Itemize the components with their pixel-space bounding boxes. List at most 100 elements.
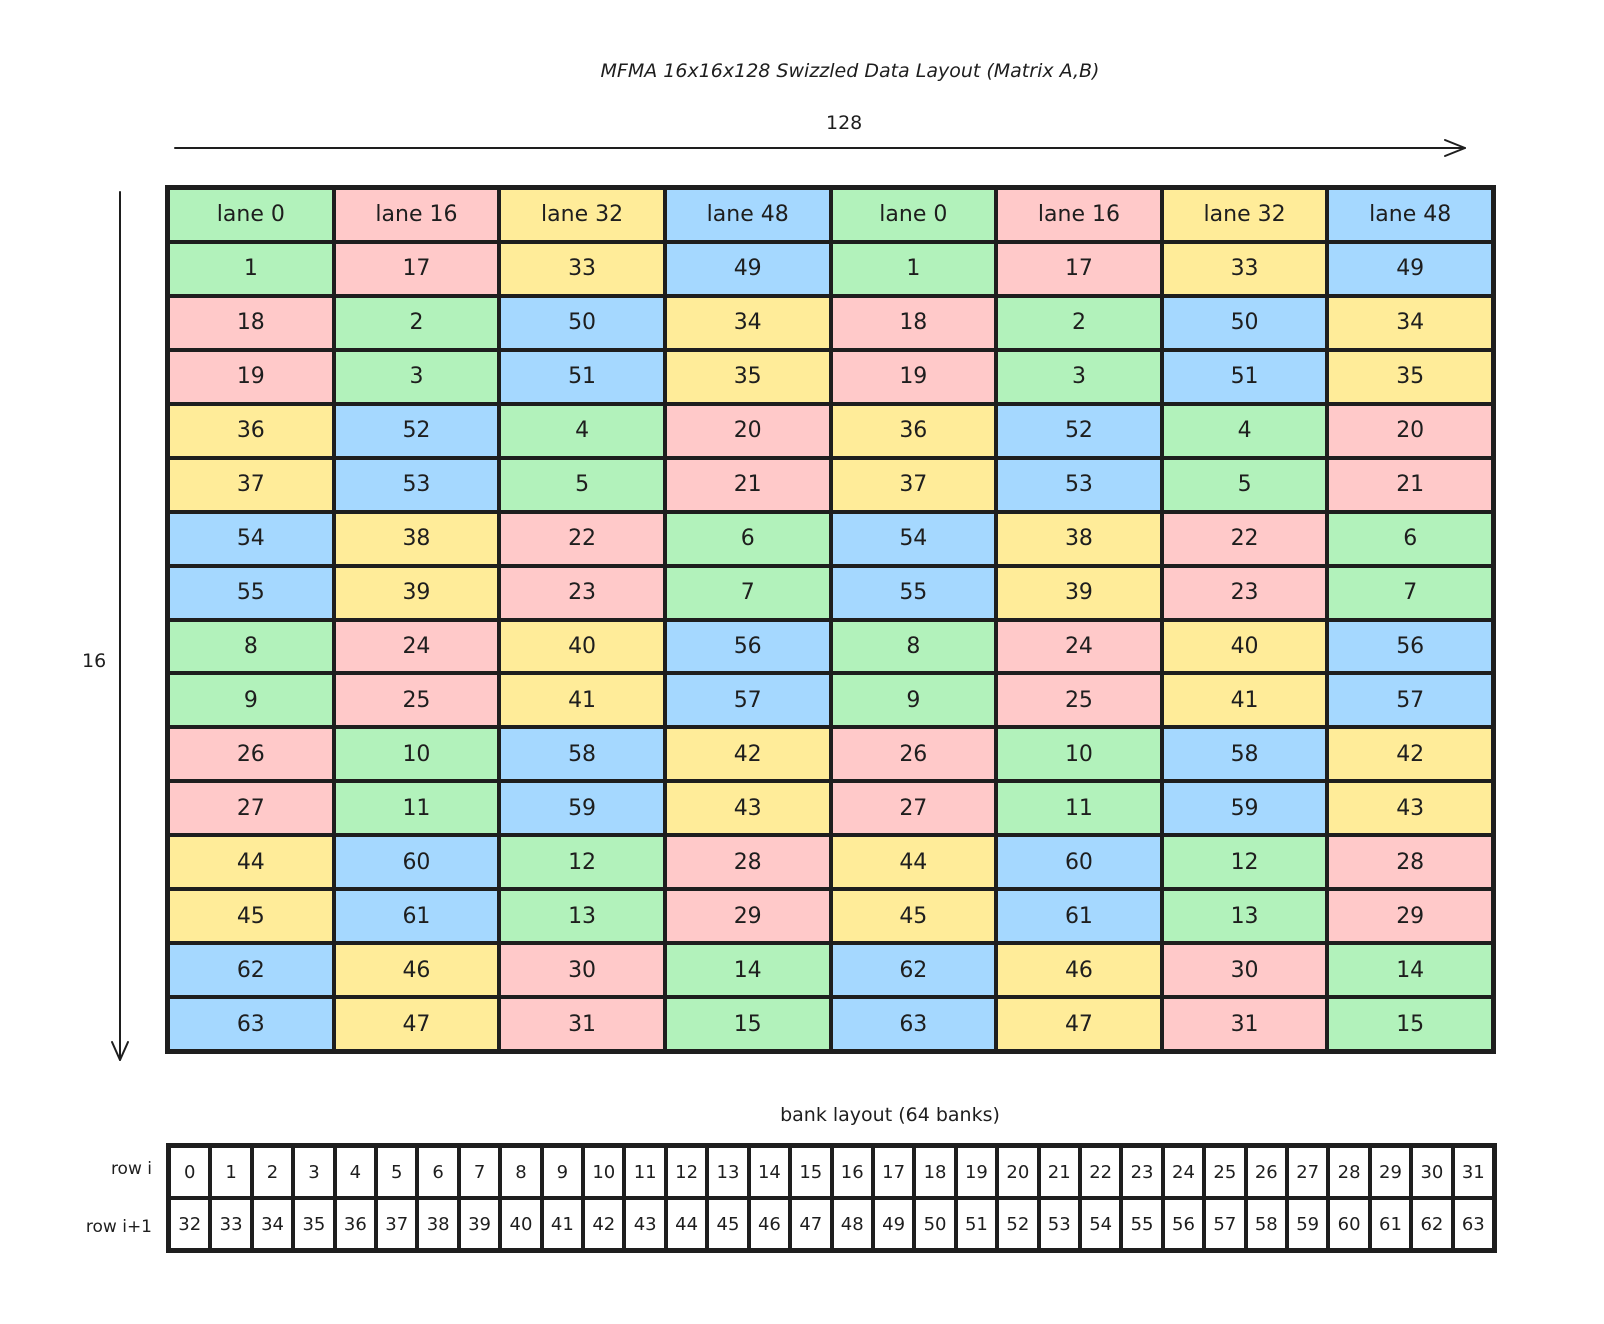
data-cell: 45 <box>830 889 997 944</box>
bank-cell: 51 <box>955 1198 998 1250</box>
data-cell: 28 <box>1327 835 1493 890</box>
bank-cell: 18 <box>914 1146 956 1198</box>
data-cell: 12 <box>1161 835 1328 890</box>
data-cell: 27 <box>830 781 997 836</box>
data-cell: 50 <box>1161 295 1328 350</box>
bank-cell: 59 <box>1286 1198 1329 1250</box>
data-cell: 18 <box>168 295 334 350</box>
data-cell: 57 <box>664 673 831 728</box>
data-cell: 49 <box>664 241 831 296</box>
bank-cell: 36 <box>334 1198 377 1250</box>
data-cell: 63 <box>168 997 334 1051</box>
data-cell: 3 <box>996 349 1162 404</box>
data-cell: 15 <box>1327 997 1493 1051</box>
data-cell: 33 <box>1161 241 1328 296</box>
data-cell: 43 <box>1327 781 1493 836</box>
data-cell: 58 <box>499 727 665 782</box>
bank-cell: 3 <box>293 1146 335 1198</box>
bank-cell: 43 <box>624 1198 666 1250</box>
data-cell: 49 <box>1327 241 1493 296</box>
data-cell: 37 <box>168 457 334 512</box>
data-cell: 36 <box>830 403 997 458</box>
data-cell: 9 <box>168 673 334 728</box>
bank-cell: 28 <box>1328 1146 1370 1198</box>
data-cell: 6 <box>1327 511 1493 566</box>
lane-header-cell: lane 32 <box>1161 188 1328 242</box>
data-cell: 62 <box>830 943 997 998</box>
bank-cell: 38 <box>417 1198 459 1250</box>
data-cell: 57 <box>1327 673 1493 728</box>
data-cell: 8 <box>168 619 334 674</box>
data-cell: 34 <box>1327 295 1493 350</box>
data-cell: 14 <box>1327 943 1493 998</box>
data-cell: 17 <box>996 241 1162 296</box>
data-cell: 54 <box>168 511 334 566</box>
bank-row-label: row i <box>110 1159 152 1179</box>
bank-cell: 17 <box>872 1146 915 1198</box>
bank-cell: 4 <box>334 1146 377 1198</box>
data-cell: 47 <box>996 997 1162 1051</box>
bank-cell: 24 <box>1162 1146 1205 1198</box>
data-cell: 7 <box>1327 565 1493 620</box>
bank-cell: 56 <box>1162 1198 1205 1250</box>
lane-header-cell: lane 16 <box>996 188 1162 242</box>
data-cell: 9 <box>830 673 997 728</box>
lane-header-cell: lane 48 <box>664 188 831 242</box>
data-cell: 24 <box>333 619 500 674</box>
data-cell: 2 <box>333 295 500 350</box>
bank-cell: 16 <box>831 1146 873 1198</box>
bank-cell: 10 <box>583 1146 625 1198</box>
data-cell: 29 <box>1327 889 1493 944</box>
data-cell: 50 <box>499 295 665 350</box>
data-cell: 20 <box>664 403 831 458</box>
data-cell: 44 <box>168 835 334 890</box>
data-cell: 27 <box>168 781 334 836</box>
bank-cell: 14 <box>748 1146 791 1198</box>
data-cell: 61 <box>996 889 1162 944</box>
data-cell: 19 <box>830 349 997 404</box>
data-cell: 24 <box>996 619 1162 674</box>
data-cell: 11 <box>333 781 500 836</box>
lane-header-cell: lane 0 <box>830 188 997 242</box>
data-cell: 60 <box>333 835 500 890</box>
data-cell: 23 <box>1161 565 1328 620</box>
bank-cell: 5 <box>376 1146 418 1198</box>
data-cell: 5 <box>1161 457 1328 512</box>
data-cell: 29 <box>664 889 831 944</box>
data-cell: 15 <box>664 997 831 1051</box>
data-cell: 40 <box>499 619 665 674</box>
bank-cell: 32 <box>169 1198 211 1250</box>
bank-cell: 55 <box>1121 1198 1163 1250</box>
data-cell: 26 <box>830 727 997 782</box>
data-cell: 41 <box>499 673 665 728</box>
bank-cell: 22 <box>1079 1146 1122 1198</box>
bank-cell: 0 <box>169 1146 211 1198</box>
bank-cell: 1 <box>210 1146 252 1198</box>
data-cell: 19 <box>168 349 334 404</box>
data-cell: 1 <box>830 241 997 296</box>
bank-cell: 2 <box>251 1146 294 1198</box>
data-cell: 53 <box>996 457 1162 512</box>
data-cell: 13 <box>499 889 665 944</box>
bank-cell: 46 <box>748 1198 791 1250</box>
data-cell: 2 <box>996 295 1162 350</box>
data-cell: 5 <box>499 457 665 512</box>
width-arrow <box>174 146 1466 149</box>
bank-cell: 20 <box>997 1146 1039 1198</box>
data-cell: 33 <box>499 241 665 296</box>
data-cell: 12 <box>499 835 665 890</box>
bank-cell: 34 <box>251 1198 294 1250</box>
bank-cell: 44 <box>665 1198 708 1250</box>
data-cell: 35 <box>1327 349 1493 404</box>
diagram-title: MFMA 16x16x128 Swizzled Data Layout (Mat… <box>600 60 1100 82</box>
lane-header-cell: lane 0 <box>168 188 334 242</box>
data-cell: 46 <box>333 943 500 998</box>
bank-cell: 6 <box>417 1146 459 1198</box>
data-cell: 52 <box>333 403 500 458</box>
data-cell: 13 <box>1161 889 1328 944</box>
bank-cell: 54 <box>1079 1198 1122 1250</box>
data-cell: 36 <box>168 403 334 458</box>
bank-grid: 0 1 2 3 4 5 6 7 8 9 10 11 12 13 14 15 16 17 18 19 20 21 22 23 24… <box>166 1143 1497 1253</box>
lane-header-cell: lane 16 <box>333 188 500 242</box>
bank-cell: 9 <box>541 1146 584 1198</box>
